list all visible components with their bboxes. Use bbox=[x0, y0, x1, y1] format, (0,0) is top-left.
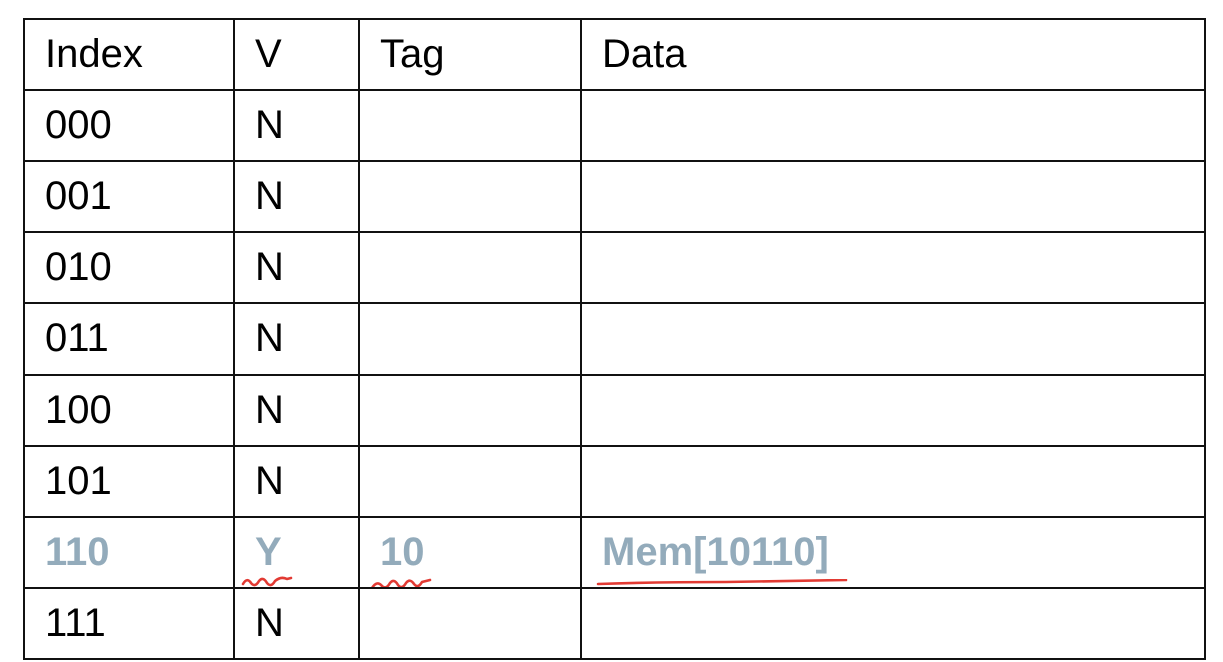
tag-cell bbox=[358, 302, 582, 376]
index-cell: 001 bbox=[23, 160, 235, 234]
header-data: Data bbox=[580, 17, 1206, 92]
table-row: 010 N bbox=[23, 231, 1206, 305]
valid-text: Y bbox=[255, 529, 282, 574]
valid-cell: N bbox=[233, 302, 360, 376]
table-row: 111 N bbox=[23, 586, 1206, 661]
index-cell: 100 bbox=[23, 373, 235, 447]
header-v: V bbox=[233, 17, 360, 92]
tag-cell bbox=[358, 444, 582, 518]
index-value: 110 bbox=[45, 529, 110, 574]
tag-cell bbox=[358, 373, 582, 447]
valid-value: Y bbox=[241, 529, 293, 586]
tag-cell-highlighted: 10 bbox=[358, 515, 582, 589]
table-row-highlighted: 110 Y 10 Mem[ bbox=[23, 515, 1206, 589]
data-cell bbox=[580, 586, 1206, 661]
index-cell: 011 bbox=[23, 302, 235, 376]
table-row: 000 N bbox=[23, 89, 1206, 163]
data-cell bbox=[580, 89, 1206, 163]
data-cell bbox=[580, 302, 1206, 376]
tag-cell bbox=[358, 231, 582, 305]
red-squiggle-mark bbox=[371, 578, 432, 586]
index-cell: 000 bbox=[23, 89, 235, 163]
valid-cell: N bbox=[233, 89, 360, 163]
header-tag: Tag bbox=[358, 17, 582, 92]
index-cell-highlighted: 110 bbox=[23, 515, 235, 589]
red-squiggle-mark bbox=[241, 576, 293, 586]
table-row: 001 N bbox=[23, 160, 1206, 234]
table-row: 011 N bbox=[23, 302, 1206, 376]
data-cell bbox=[580, 231, 1206, 305]
index-cell: 101 bbox=[23, 444, 235, 518]
cache-table: Index V Tag Data 000 N 001 N 010 N 011 N bbox=[23, 17, 1206, 661]
tag-value: 10 bbox=[371, 529, 432, 586]
header-index: Index bbox=[23, 17, 235, 92]
table-header-row: Index V Tag Data bbox=[23, 17, 1206, 92]
valid-cell: N bbox=[233, 373, 360, 447]
data-cell bbox=[580, 373, 1206, 447]
tag-cell bbox=[358, 89, 582, 163]
valid-cell-highlighted: Y bbox=[233, 515, 360, 589]
data-value: Mem[10110] bbox=[596, 529, 848, 586]
data-cell bbox=[580, 444, 1206, 518]
data-cell-highlighted: Mem[10110] bbox=[580, 515, 1206, 589]
data-cell bbox=[580, 160, 1206, 234]
valid-cell: N bbox=[233, 586, 360, 661]
red-underline-mark bbox=[596, 578, 848, 586]
tag-cell bbox=[358, 586, 582, 661]
valid-cell: N bbox=[233, 160, 360, 234]
table-row: 100 N bbox=[23, 373, 1206, 447]
index-cell: 010 bbox=[23, 231, 235, 305]
table-row: 101 N bbox=[23, 444, 1206, 518]
valid-cell: N bbox=[233, 444, 360, 518]
tag-cell bbox=[358, 160, 582, 234]
valid-cell: N bbox=[233, 231, 360, 305]
data-text: Mem[10110] bbox=[602, 529, 829, 574]
tag-text: 10 bbox=[380, 529, 425, 574]
index-cell: 111 bbox=[23, 586, 235, 661]
